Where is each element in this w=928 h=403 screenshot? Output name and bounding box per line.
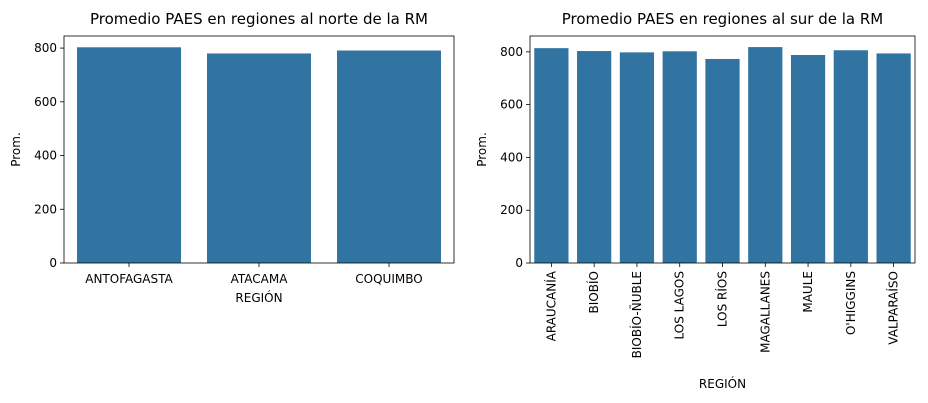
y-tick-label: 200 [500,203,523,217]
bar-2 [207,53,311,263]
y-tick-label: 400 [34,149,57,163]
bar-4 [662,51,697,264]
x-tick-label: BIOBÍO-ÑUBLE [629,271,644,358]
bar-1 [534,48,569,263]
y-tick-label: 800 [34,41,57,55]
y-tick-label: 600 [34,95,57,109]
y-tick-label: 400 [500,150,523,164]
chart-1: 0 200 400 600 800 ANTOFAGASTA ATACAMA COQUIMBO P… [9,10,455,305]
x-axis-label: REGIÓN [699,376,746,391]
bar-8 [833,50,868,264]
chart-title: Promedio PAES en regiones al norte de la… [90,10,428,28]
x-tick-label: LOS LAGOS [673,271,687,339]
bar-1 [77,47,181,264]
bar-6 [748,47,783,264]
x-tick-label: VALPARAÍSO [886,271,901,345]
y-tick-label: 600 [500,98,523,112]
x-tick-label: O'HIGGINS [844,271,858,335]
x-tick-label: ARAUCANÍA [543,270,558,341]
y-axis-label: Prom. [9,132,23,167]
x-tick-label: COQUIMBO [355,272,422,286]
x-tick-label: LOS RÍOS [715,271,730,327]
chart-2: 0 200 400 600 800 ARAUCANÍA BIOBÍO BIOBÍO-ÑUBLE… [475,10,916,391]
bar-5 [705,58,740,263]
y-axis-label: Prom. [475,132,489,167]
y-tick-label: 800 [500,45,523,59]
x-axis-label: REGIÓN [235,290,282,305]
bar-7 [790,55,826,263]
chart-title: Promedio PAES en regiones al sur de la R… [562,10,884,28]
bar-9 [876,53,911,263]
y-tick-label: 0 [515,256,523,270]
x-tick-label: BIOBÍO [586,271,601,313]
x-tick-label: MAULE [801,271,815,313]
y-tick-label: 200 [34,202,57,216]
y-tick-label: 0 [49,256,57,270]
bar-3 [619,52,655,264]
bar-2 [577,51,612,263]
bar-3 [337,50,441,264]
x-tick-label: MAGALLANES [758,271,772,353]
x-tick-label: ATACAMA [231,272,289,286]
x-tick-label: ANTOFAGASTA [85,272,173,286]
